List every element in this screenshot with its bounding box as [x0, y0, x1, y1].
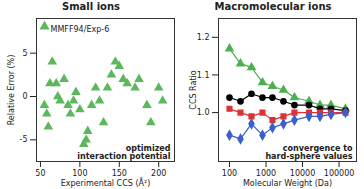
svg-text:100: 100 [72, 169, 87, 178]
svg-text:1000: 1000 [256, 169, 276, 178]
svg-text:Molecular Weight (Da): Molecular Weight (Da) [243, 179, 332, 188]
svg-text:convergence tohard-sphere valu: convergence tohard-sphere values [265, 144, 353, 161]
svg-text:1.1: 1.1 [197, 71, 210, 80]
svg-text:1.0: 1.0 [197, 108, 210, 117]
svg-text:CCS Ratio: CCS Ratio [189, 70, 198, 109]
svg-text:100: 100 [222, 169, 237, 178]
html-text:Macromolecular ions: Macromolecular ions [214, 1, 332, 12]
svg-text:50: 50 [35, 169, 45, 178]
svg-text:5: 5 [22, 49, 27, 58]
svg-text:MMFF94/Exp-6: MMFF94/Exp-6 [51, 25, 110, 34]
svg-text:Relative Error (%): Relative Error (%) [7, 55, 16, 126]
svg-text:10000: 10000 [290, 169, 315, 178]
svg-text:Experimental CCS (Å²): Experimental CCS (Å²) [61, 177, 151, 188]
svg-text:1.2: 1.2 [197, 33, 210, 42]
html-text:Small ions: Small ions [62, 1, 120, 12]
svg-text:200: 200 [151, 169, 166, 178]
svg-text:-5: -5 [20, 135, 28, 144]
svg-text:optimizedinteraction potential: optimizedinteraction potential [77, 144, 170, 161]
svg-text:100000: 100000 [324, 169, 355, 178]
svg-text:0: 0 [22, 92, 27, 101]
svg-text:150: 150 [112, 169, 127, 178]
